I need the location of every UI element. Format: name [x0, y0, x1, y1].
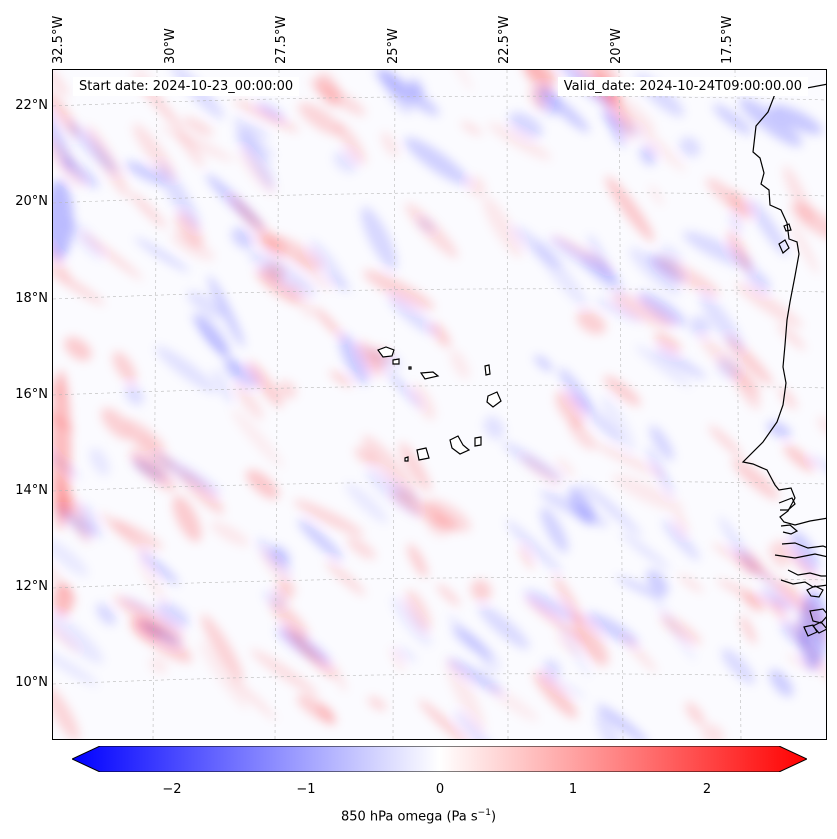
colorbar-tick-1: 1: [568, 782, 578, 797]
lon-label-27-5w: 27.5°W: [274, 15, 289, 64]
coastline: [741, 83, 826, 637]
lon-label-20w: 20°W: [609, 28, 624, 64]
lon-label-25w: 25°W: [386, 28, 401, 64]
graticule: [53, 70, 826, 739]
lat-label-22n: 22°N: [15, 98, 48, 113]
cape-verde-islands: [377, 346, 502, 462]
lat-label-16n: 16°N: [15, 387, 48, 402]
colorbar-tick-2: 2: [702, 782, 712, 797]
colorbar-tick-0: 0: [435, 782, 445, 797]
colorbar-gradient: [70, 745, 809, 773]
lon-label-30w: 30°W: [163, 28, 178, 64]
colorbar-tick-minus-1: −1: [296, 782, 316, 797]
lon-label-17-5w: 17.5°W: [720, 15, 735, 64]
lon-label-32-5w: 32.5°W: [51, 15, 66, 64]
lat-label-18n: 18°N: [15, 291, 48, 306]
omega-map: [52, 69, 827, 740]
lat-label-20n: 20°N: [15, 194, 48, 209]
colorbar-tick-minus-2: −2: [162, 782, 182, 797]
colorbar-label: 850 hPa omega (Pa s−1): [340, 808, 497, 825]
lat-label-10n: 10°N: [15, 675, 48, 690]
lon-label-22-5w: 22.5°W: [497, 15, 512, 64]
lat-label-14n: 14°N: [15, 483, 48, 498]
colorbar: [70, 745, 809, 773]
omega-field: [53, 70, 826, 739]
valid-date-label: Valid_date: 2024-10-24T09:00:00.00: [557, 77, 808, 96]
start-date-label: Start date: 2024-10-23_00:00:00: [73, 77, 300, 96]
lat-label-12n: 12°N: [15, 579, 48, 594]
